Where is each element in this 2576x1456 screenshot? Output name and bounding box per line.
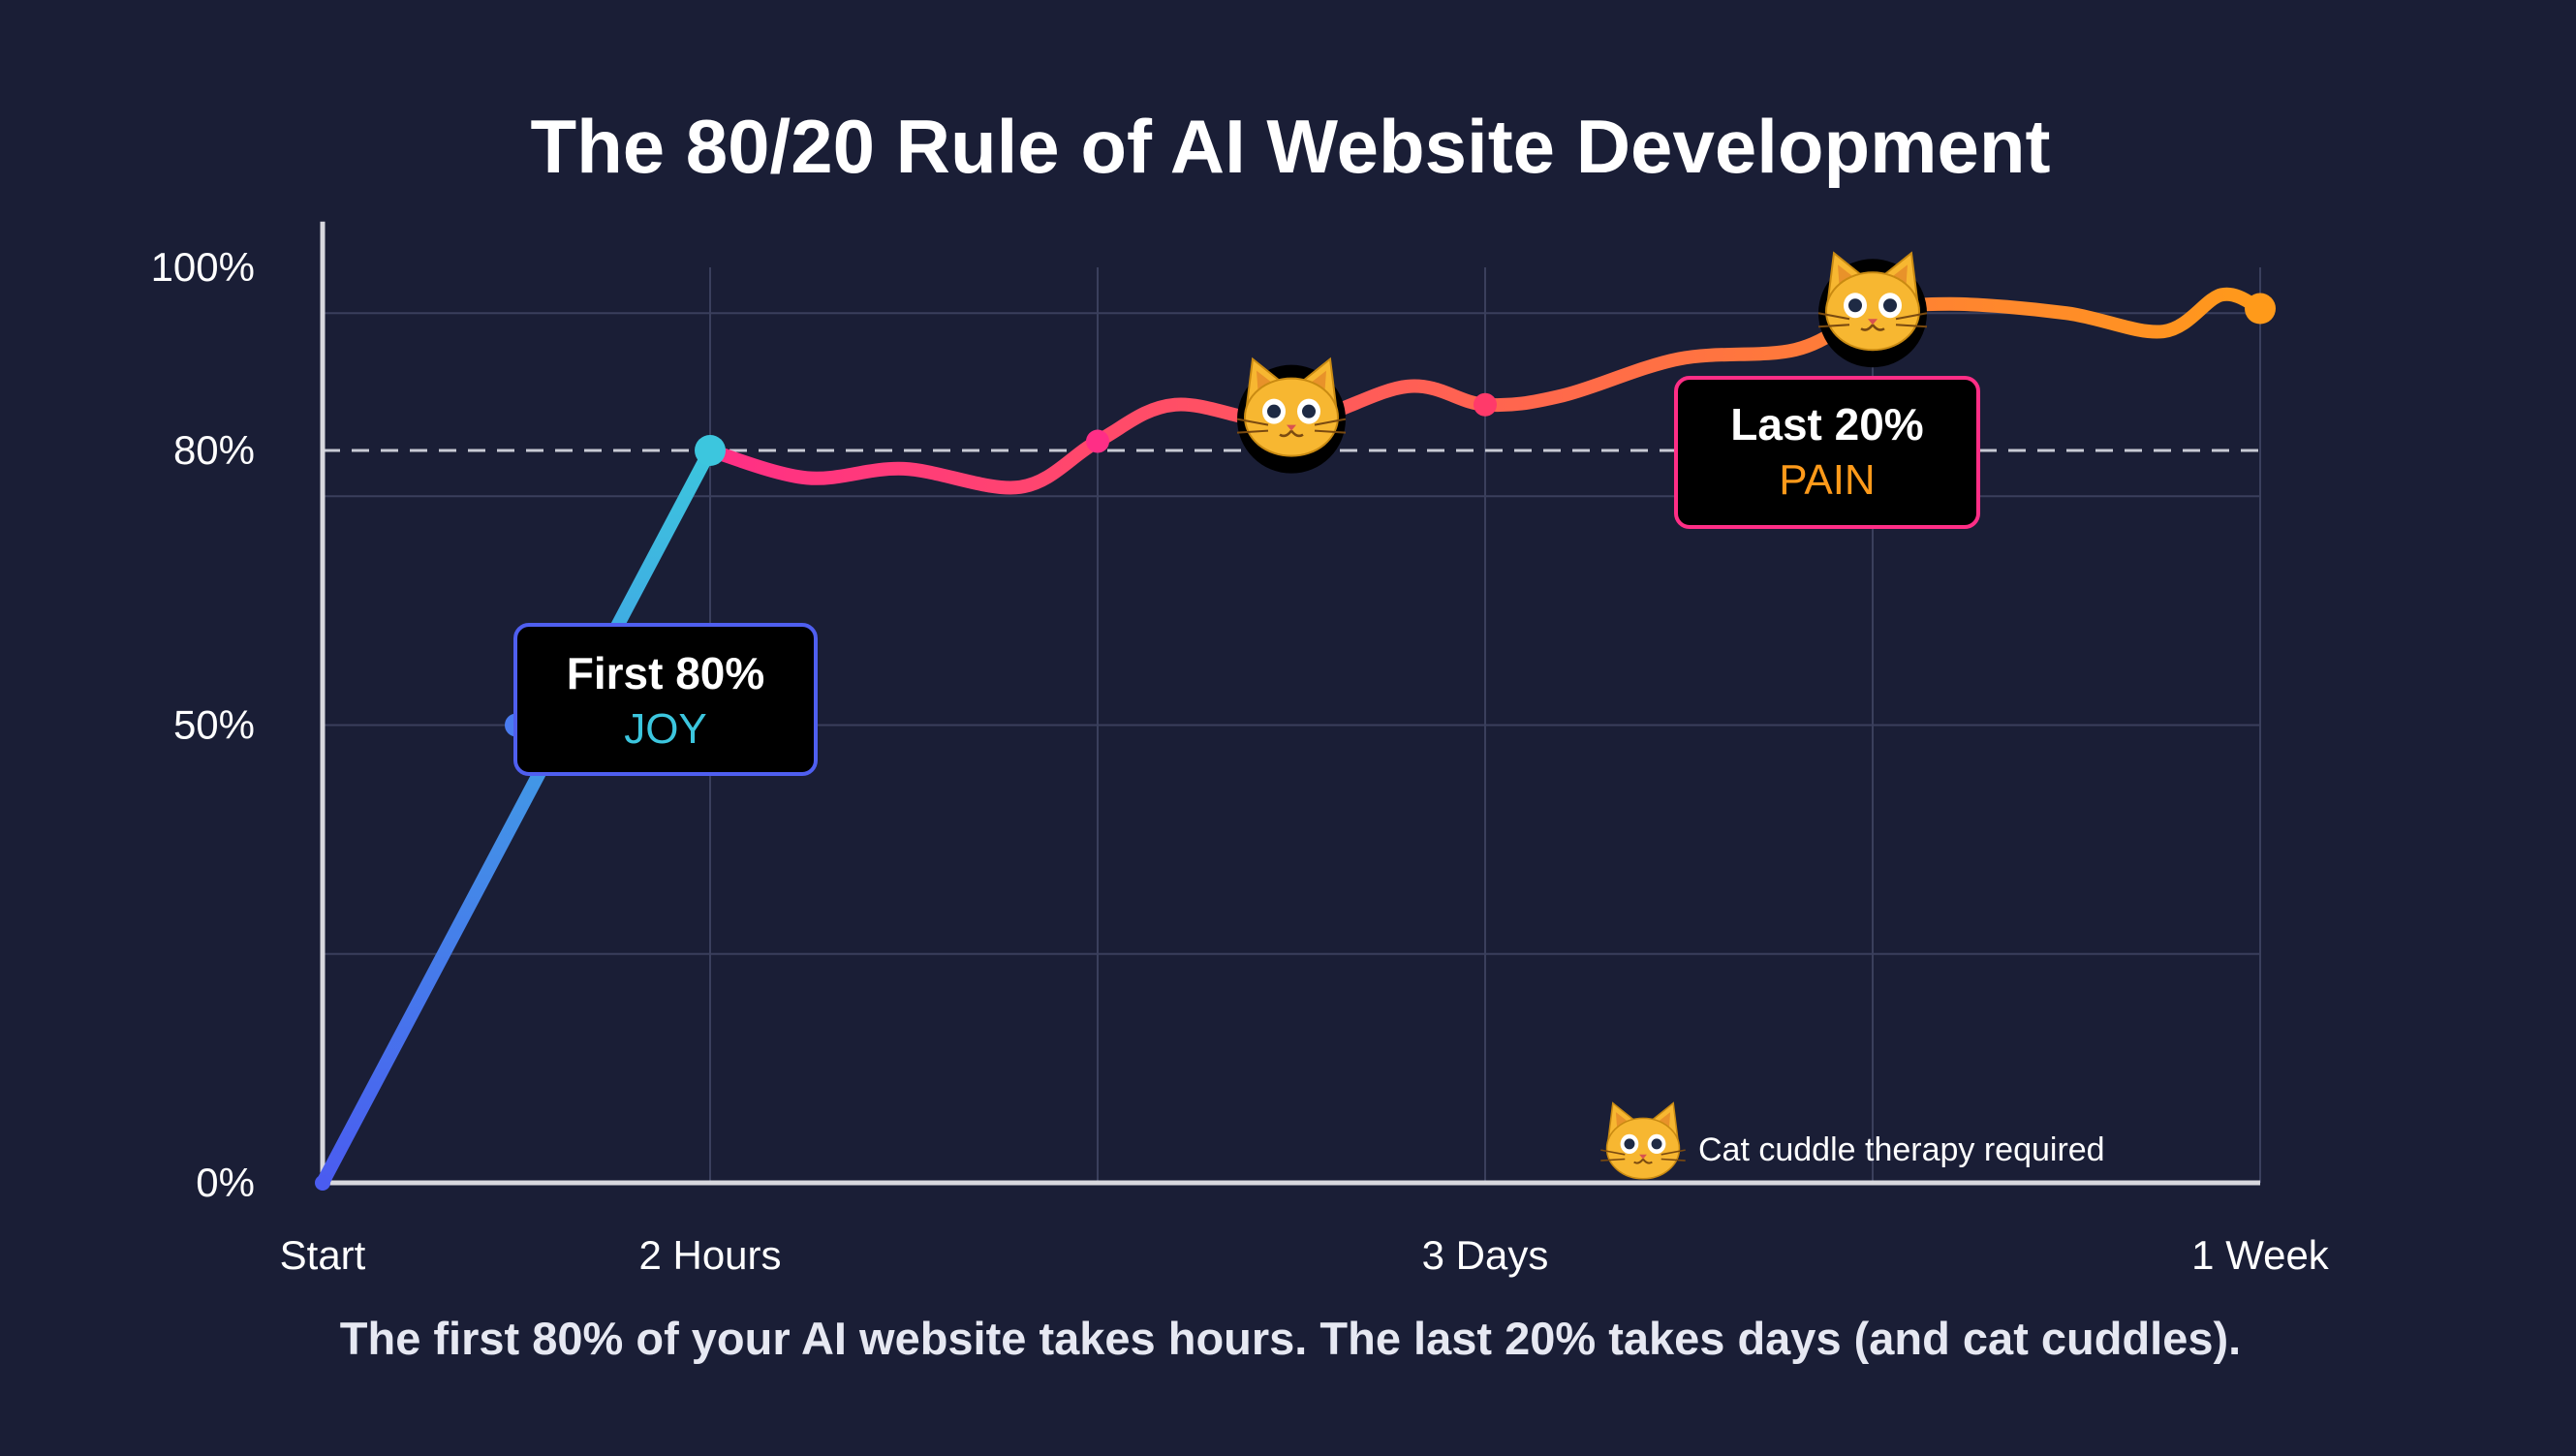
cat-whiskers [1817,312,1928,328]
last-20-title: Last 20% [1730,399,1923,449]
cat-mouth [1633,1158,1653,1164]
cat-pupil-right [1302,404,1316,418]
cat-pupil-left [1267,404,1281,418]
cat-pupil-left [1848,298,1862,313]
x-tick-label: 3 Days [1422,1232,1549,1278]
axes [320,221,2260,1186]
point-2-hours [695,435,726,466]
series-lines [316,287,2267,1190]
cat-face-icon [1817,251,1928,368]
last-20-annotation: Last 20% PAIN [1674,376,1980,529]
x-tick-label: 1 Week [2191,1232,2330,1278]
pain-label: PAIN [1779,456,1875,504]
point-day [1086,429,1109,453]
cat-nose [1287,424,1296,431]
x-tick-label: 2 Hours [638,1232,781,1278]
cat-pupil-left [1624,1138,1635,1150]
cat-mouth [1860,324,1885,331]
point-3-days [1474,392,1497,417]
cat-mouth [1279,429,1304,438]
first-80-annotation: First 80% JOY [513,623,818,776]
first-80-box [513,623,818,776]
last-20-line [703,287,2267,495]
cat-head [1244,377,1339,457]
cat-face-icon [1600,1101,1686,1180]
cat-whiskers [1600,1149,1686,1162]
first-80-line [316,444,717,1190]
first-80-title: First 80% [567,648,765,698]
cat-head [1825,271,1920,352]
cat-therapy-note: Cat cuddle therapy required [1698,1131,2105,1168]
cat-head [1605,1117,1681,1180]
chart-title: The 80/20 Rule of AI Website Development [530,104,2050,189]
cat-nose [1868,319,1878,325]
joy-label: JOY [624,705,707,753]
cat-markers [1236,251,1928,1180]
y-tick-label: 80% [173,427,255,473]
y-tick-label: 0% [196,1160,255,1205]
cat-pupil-right [1651,1138,1662,1150]
y-tick-label: 100% [151,244,255,290]
chart-subtitle: The first 80% of your AI website takes h… [340,1313,2241,1364]
last-20-box [1674,376,1980,529]
y-tick-label: 50% [173,702,255,748]
cat-whiskers [1236,418,1347,434]
point-start [315,1175,330,1191]
point-1-week [2245,293,2276,325]
tick-labels: 0% 50% 80% 100% Start 2 Hours 3 Days 1 Week [151,244,2330,1278]
cat-pupil-right [1883,298,1897,313]
cat-nose [1639,1154,1647,1160]
x-tick-label: Start [280,1232,366,1278]
cat-face-icon [1236,356,1347,474]
